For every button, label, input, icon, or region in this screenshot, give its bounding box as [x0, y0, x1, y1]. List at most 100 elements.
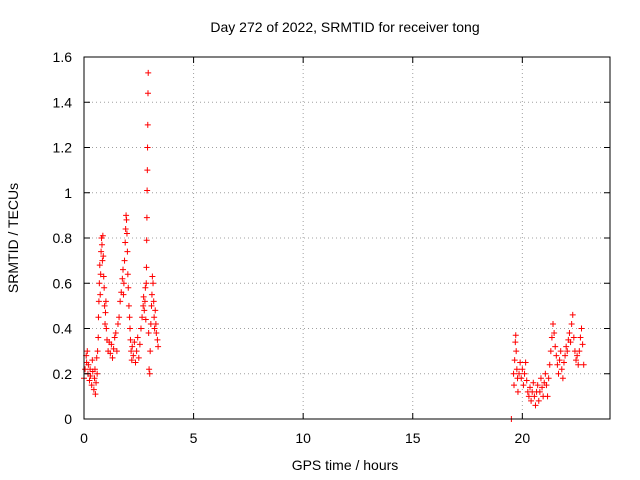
data-point: [574, 352, 581, 359]
data-points: [81, 69, 587, 422]
data-point: [548, 334, 555, 341]
data-point: [97, 291, 104, 298]
data-point: [153, 330, 160, 337]
data-point: [141, 307, 148, 314]
x-tick-label: 5: [190, 430, 198, 446]
data-point: [126, 314, 133, 321]
data-point: [555, 370, 562, 377]
data-point: [536, 388, 543, 395]
data-point: [562, 352, 569, 359]
data-point: [85, 361, 92, 368]
data-point: [539, 384, 546, 391]
data-point: [144, 144, 151, 151]
data-point: [120, 266, 127, 273]
data-point: [141, 298, 148, 305]
data-point: [142, 284, 149, 291]
data-point: [527, 384, 534, 391]
data-point: [148, 291, 155, 298]
data-point: [107, 350, 114, 357]
data-point: [531, 393, 538, 400]
data-point: [137, 325, 144, 332]
data-point: [517, 359, 524, 366]
data-point: [94, 348, 101, 355]
data-point: [145, 69, 152, 76]
data-point: [113, 348, 120, 355]
grid: [84, 57, 610, 419]
data-point: [544, 393, 551, 400]
data-point: [84, 348, 91, 355]
data-point: [139, 314, 146, 321]
data-point: [523, 377, 530, 384]
data-point: [86, 377, 93, 384]
data-point: [568, 320, 575, 327]
plot-frame: [83, 56, 611, 420]
data-point: [127, 325, 134, 332]
data-point: [129, 343, 136, 350]
x-tick-label: 15: [405, 430, 421, 446]
y-tick-label: 0.6: [53, 275, 73, 291]
data-point: [108, 341, 115, 348]
data-point: [90, 386, 97, 393]
data-point: [560, 359, 567, 366]
data-point: [119, 275, 126, 282]
data-point: [534, 382, 541, 389]
data-point: [143, 264, 150, 271]
data-point: [123, 216, 130, 223]
data-point: [150, 298, 157, 305]
data-point: [82, 366, 89, 373]
data-point: [144, 167, 151, 174]
data-point: [546, 361, 553, 368]
data-point: [564, 348, 571, 355]
x-tick-label: 20: [515, 430, 531, 446]
data-point: [125, 284, 132, 291]
data-point: [122, 239, 129, 246]
data-point: [510, 370, 517, 377]
data-point: [111, 334, 118, 341]
data-point: [100, 273, 107, 280]
data-point: [102, 298, 109, 305]
data-point: [150, 280, 157, 287]
data-point: [120, 291, 127, 298]
data-point: [578, 325, 585, 332]
y-axis-label: SRMTID / TECUs: [5, 183, 21, 293]
data-point: [151, 325, 158, 332]
data-point: [525, 393, 532, 400]
data-point: [109, 354, 116, 361]
data-point: [143, 280, 150, 287]
data-point: [147, 320, 154, 327]
data-point: [152, 307, 159, 314]
data-point: [545, 375, 552, 382]
data-point: [553, 352, 560, 359]
data-point: [133, 348, 140, 355]
data-point: [155, 343, 162, 350]
data-point: [142, 316, 149, 323]
data-point: [522, 359, 529, 366]
data-point: [512, 332, 519, 339]
data-point: [559, 375, 566, 382]
data-point: [580, 361, 587, 368]
data-point: [556, 357, 563, 364]
data-point: [101, 302, 108, 309]
chart-title: Day 272 of 2022, SRMTID for receiver ton…: [210, 19, 479, 35]
data-point: [542, 370, 549, 377]
data-point: [143, 237, 150, 244]
data-point: [530, 379, 537, 386]
data-point: [120, 280, 127, 287]
data-point: [518, 375, 525, 382]
data-point: [570, 334, 577, 341]
data-point: [511, 357, 518, 364]
data-point: [121, 257, 128, 264]
data-point: [528, 397, 535, 404]
y-tick-label: 0: [64, 411, 72, 427]
data-point: [520, 382, 527, 389]
data-point: [98, 248, 105, 255]
data-point: [95, 314, 102, 321]
data-point: [96, 280, 103, 287]
data-point: [99, 257, 106, 264]
data-point: [89, 357, 96, 364]
data-point: [145, 330, 152, 337]
data-point: [87, 373, 94, 380]
data-point: [136, 341, 143, 348]
y-tick-label: 0.2: [53, 366, 73, 382]
data-point: [131, 339, 138, 346]
